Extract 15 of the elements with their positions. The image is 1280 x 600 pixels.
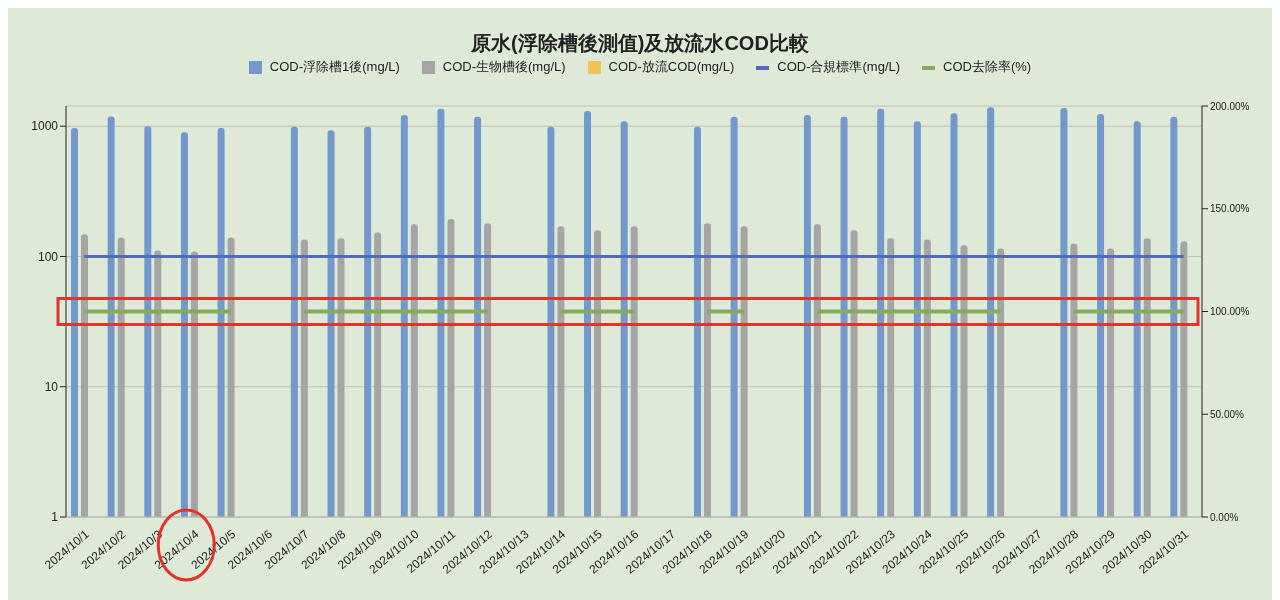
legend-label: COD去除率(%)	[943, 58, 1032, 76]
y-tick-label: 1000	[31, 119, 59, 134]
legend-label: COD-放流COD(mg/L)	[608, 58, 735, 76]
y2-tick-label: 100.00%	[1210, 306, 1250, 318]
legend-label: COD-合規標準(mg/L)	[777, 58, 901, 76]
y2-tick-label: 200.00%	[1210, 100, 1250, 112]
y2-tick-label: 150.00%	[1210, 203, 1250, 215]
y2-tick-label: 50.00%	[1210, 408, 1245, 420]
chart-title: 原水(浮除槽後測值)及放流水COD比較	[470, 31, 810, 56]
y2-tick-label: 0.00%	[1210, 511, 1239, 523]
y-tick-label: 10	[44, 380, 59, 394]
legend-label: COD-浮除槽1後(mg/L)	[269, 58, 400, 76]
legend-label: COD-生物槽後(mg/L)	[442, 58, 566, 76]
y-tick-label: 1	[51, 510, 59, 525]
y-tick-label: 100	[37, 249, 59, 264]
